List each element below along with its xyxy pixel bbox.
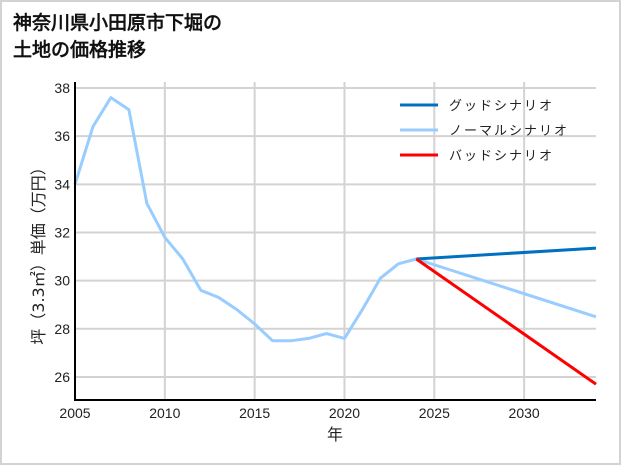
y-tick-label: 32 bbox=[54, 224, 70, 240]
x-axis-ticks: 2005 2010 2015 2020 2025 2030 bbox=[59, 405, 539, 421]
y-tick-label: 28 bbox=[54, 321, 70, 337]
legend-label: グッドシナリオ bbox=[449, 99, 554, 114]
legend-label: バッドシナリオ bbox=[449, 149, 554, 164]
x-tick-label: 2015 bbox=[239, 405, 270, 421]
series-line bbox=[416, 246, 597, 261]
legend-item: バッドシナリオ bbox=[400, 149, 554, 164]
chart-title: 神奈川県小田原市下堀の 土地の価格推移 bbox=[13, 12, 223, 61]
series-line bbox=[73, 96, 597, 343]
x-tick-label: 2020 bbox=[329, 405, 360, 421]
x-axis-label: 年 bbox=[327, 425, 343, 444]
y-tick-label: 34 bbox=[54, 176, 70, 192]
y-tick-label: 30 bbox=[54, 273, 70, 289]
data-lines bbox=[73, 96, 597, 386]
y-tick-label: 26 bbox=[54, 369, 70, 385]
axes bbox=[74, 82, 596, 401]
x-tick-label: 2005 bbox=[59, 405, 90, 421]
y-tick-label: 38 bbox=[54, 80, 70, 96]
y-tick-label: 36 bbox=[54, 128, 70, 144]
x-tick-label: 2010 bbox=[149, 405, 180, 421]
y-axis-label: 坪（3.3㎡）単価（万円） bbox=[29, 159, 48, 344]
grid-lines bbox=[75, 82, 596, 400]
series-line bbox=[415, 257, 597, 386]
x-tick-label: 2025 bbox=[419, 405, 450, 421]
y-axis-ticks: 26 28 30 32 34 36 38 bbox=[54, 80, 70, 385]
legend-item: グッドシナリオ bbox=[400, 99, 554, 114]
legend-label: ノーマルシナリオ bbox=[449, 124, 569, 139]
x-tick-label: 2030 bbox=[509, 405, 540, 421]
legend-item: ノーマルシナリオ bbox=[400, 124, 569, 139]
